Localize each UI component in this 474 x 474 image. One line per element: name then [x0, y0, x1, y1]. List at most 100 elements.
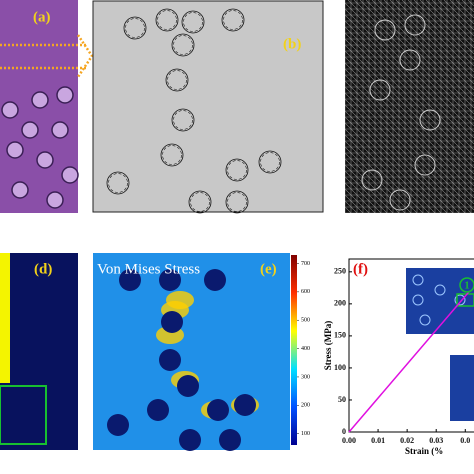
pore [181, 10, 205, 34]
y-tick-label: 150 [334, 331, 346, 340]
pore [173, 35, 193, 55]
inset-image [406, 268, 474, 334]
pore [173, 110, 193, 130]
pore [374, 19, 396, 41]
panel-e-field [107, 269, 259, 451]
cell [6, 141, 24, 159]
colorbar-label: 400 [301, 346, 310, 352]
cell [31, 91, 49, 109]
pore [227, 192, 247, 212]
pore [165, 68, 189, 92]
x-tick-label: 0.01 [371, 436, 385, 445]
colorbar [291, 255, 297, 445]
colorbar-label: 700 [301, 261, 310, 267]
arrow-head [76, 34, 94, 78]
x-tick-label: 0.00 [342, 436, 356, 445]
panel-f-chart: 0 50 100 150 200 250 0.00 0.01 0.02 0.03 0.0 Stress… [323, 258, 474, 456]
pore [106, 171, 130, 195]
pore [234, 394, 256, 416]
pore [157, 10, 177, 30]
pore [119, 269, 141, 291]
pore [160, 143, 184, 167]
pore [227, 160, 247, 180]
pore [419, 109, 441, 131]
cell [51, 121, 69, 139]
pore [108, 173, 128, 193]
pore [183, 12, 203, 32]
x-tick-label: 0.0 [460, 436, 470, 445]
pore [399, 49, 421, 71]
panel-label: (b) [283, 36, 301, 52]
pore [414, 154, 436, 176]
panel-a-cells [1, 86, 79, 209]
pore [207, 399, 229, 421]
x-axis-label: Strain (% [405, 446, 443, 456]
stress-strain-line [348, 290, 471, 433]
plot-frame [348, 258, 474, 433]
cell [21, 121, 39, 139]
pore [225, 158, 249, 182]
cell [1, 101, 19, 119]
inset-image [450, 355, 474, 421]
inset-pore [412, 274, 424, 286]
inset-pore [419, 314, 431, 326]
pore [190, 192, 210, 212]
y-tick-label: 50 [338, 395, 346, 404]
pore [162, 145, 182, 165]
cell [11, 181, 29, 199]
pore [123, 16, 147, 40]
pore [125, 18, 145, 38]
pore [225, 190, 249, 214]
pore [147, 399, 169, 421]
panel-c-pores [361, 14, 441, 211]
pore [188, 190, 212, 214]
y-tick-label: 200 [334, 299, 346, 308]
annotation: 1 [465, 280, 470, 291]
panel-d-image [0, 253, 78, 450]
inset-pore [454, 294, 466, 306]
x-tick-label: 0.03 [429, 436, 443, 445]
pore [159, 269, 181, 291]
yield-band [0, 253, 10, 383]
inset-pore [412, 294, 424, 306]
cell [56, 86, 74, 104]
colorbar-label: 200 [301, 403, 310, 409]
annotation-circle [459, 277, 474, 293]
pore [159, 349, 181, 371]
pore [177, 375, 199, 397]
pore [223, 10, 243, 30]
pore [369, 79, 391, 101]
pore [171, 108, 195, 132]
y-tick-label: 0 [342, 427, 346, 436]
pore [221, 8, 245, 32]
cell [36, 151, 54, 169]
pore [161, 311, 183, 333]
highlight-box [0, 385, 47, 445]
y-axis-label: Stress (MPa) [323, 321, 333, 371]
x-tick-label: 0.02 [400, 436, 414, 445]
inset-box [456, 293, 474, 307]
inset-pore [434, 284, 446, 296]
pore [404, 14, 426, 36]
pore [361, 169, 383, 191]
panel-label: (d) [34, 261, 52, 277]
pore [171, 33, 195, 57]
colorbar-label: 100 [301, 431, 310, 437]
pore [258, 150, 282, 174]
cell [46, 191, 64, 209]
panel-label: (f) [353, 261, 368, 277]
panel-c-image [345, 0, 474, 213]
panel-b-image [92, 0, 324, 213]
colorbar-ticks: 700 600 500 400 300 200 100 [297, 261, 310, 437]
pore [389, 189, 411, 211]
cell [61, 166, 79, 184]
y-tick-label: 250 [334, 267, 346, 276]
pore [107, 414, 129, 436]
stress-hotspot [166, 291, 194, 309]
pore [155, 8, 179, 32]
panel-title: Von Mises Stress [97, 261, 200, 277]
colorbar-label: 600 [301, 289, 310, 295]
panel-b-pores [106, 8, 282, 214]
